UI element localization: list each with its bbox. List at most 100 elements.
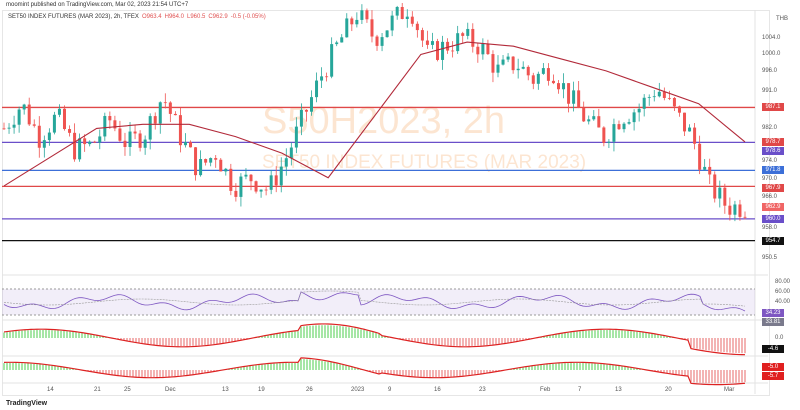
macd-histogram-line <box>3 323 746 356</box>
candle-body <box>269 175 273 190</box>
candle-body <box>526 66 530 76</box>
candle-body <box>57 108 61 115</box>
candle-body <box>47 132 51 141</box>
candle-body <box>683 112 687 132</box>
candle-body <box>370 19 374 37</box>
candle-body <box>551 80 555 84</box>
candle-body <box>612 124 616 142</box>
price-tick-label: 991.0 <box>762 88 778 95</box>
candle-body <box>708 166 712 175</box>
candle-body <box>430 41 434 45</box>
candle-body <box>698 143 702 170</box>
change-value: -0.5 (-0.05%) <box>230 14 266 20</box>
candle-body <box>688 127 692 132</box>
candle-body <box>335 42 339 45</box>
symbol-name: SET50 INDEX FUTURES (MAR 2023), 2h, TFEX <box>8 14 139 20</box>
candle-body <box>420 30 424 41</box>
candle-body <box>254 181 258 192</box>
candle-body <box>22 104 26 110</box>
candle-body <box>315 80 319 98</box>
candle-body <box>703 166 707 170</box>
currency-label: THB <box>776 16 788 22</box>
candle-body <box>647 96 651 98</box>
high-value: H964.0 <box>164 14 184 20</box>
candle-body <box>113 120 117 129</box>
candle-body <box>229 168 233 191</box>
candle-body <box>546 68 550 81</box>
candle-body <box>224 168 228 172</box>
candle-body <box>662 91 666 98</box>
candle-body <box>173 113 177 116</box>
oscillator-value-tag: -5.7 <box>762 372 784 380</box>
candle-body <box>78 138 82 160</box>
price-level-tag: 978.6 <box>762 146 784 155</box>
candle-body <box>642 97 646 109</box>
candle-body <box>602 127 606 143</box>
candle-body <box>521 66 525 69</box>
candle-body <box>743 216 747 218</box>
price-level-tag: 971.8 <box>762 166 784 175</box>
rsi-signal-line <box>3 290 746 307</box>
time-axis-label: 9 <box>388 387 392 393</box>
low-value: L960.5 <box>186 14 206 20</box>
candle-body <box>274 175 278 186</box>
candle-body <box>330 44 334 77</box>
candle-body <box>672 98 676 107</box>
price-tick-label: 958.0 <box>762 224 778 231</box>
candle-body <box>456 33 460 52</box>
candle-body <box>385 30 389 38</box>
candle-body <box>309 97 313 112</box>
candle-body <box>355 19 359 25</box>
candle-body <box>375 36 379 46</box>
price-level-tag: 967.9 <box>762 184 784 193</box>
candle-body <box>592 116 596 120</box>
candle-body <box>511 56 515 71</box>
symbol-legend: SET50 INDEX FUTURES (MAR 2023), 2h, TFEX… <box>8 14 266 20</box>
price-tick-label: 970.0 <box>762 176 778 183</box>
price-tick-label: 966.0 <box>762 194 778 201</box>
candle-body <box>279 166 283 186</box>
candle-body <box>37 125 41 148</box>
rsi-value-tag: 34.23 <box>762 309 784 317</box>
price-tick-label: 950.5 <box>762 254 778 261</box>
candle-body <box>657 91 661 97</box>
candle-body <box>284 158 288 167</box>
moving-average-line <box>3 41 746 187</box>
candle-body <box>506 56 510 60</box>
candle-body <box>380 37 384 46</box>
candle-body <box>118 128 122 141</box>
candle-body <box>637 108 641 113</box>
candle-body <box>471 28 475 47</box>
rsi-band <box>2 289 755 315</box>
candle-body <box>194 147 198 176</box>
macd-value-tag: -4.6 <box>762 345 784 353</box>
candle-body <box>289 147 293 159</box>
candle-body <box>123 140 127 148</box>
candle-body <box>32 124 36 126</box>
candle-body <box>27 104 31 125</box>
candle-body <box>632 112 636 123</box>
candle-body <box>400 6 404 19</box>
candle-body <box>214 158 218 160</box>
candle-body <box>733 204 737 215</box>
candle-body <box>98 136 102 143</box>
candle-body <box>617 124 621 130</box>
candle-body <box>713 174 717 199</box>
candle-body <box>461 33 465 36</box>
candle-body <box>189 142 193 148</box>
candle-body <box>103 116 107 137</box>
candle-body <box>728 205 732 215</box>
time-axis-label: 13 <box>615 387 622 393</box>
candle-body <box>577 90 581 108</box>
candle-body <box>143 139 147 148</box>
candle-body <box>108 116 112 121</box>
open-value: O963.4 <box>141 14 162 20</box>
time-axis-label: Mar <box>724 387 735 393</box>
candle-body <box>491 54 495 73</box>
candle-body <box>183 142 187 146</box>
candle-body <box>531 75 535 84</box>
candle-body <box>340 37 344 43</box>
candle-body <box>718 187 722 199</box>
time-axis-label: 14 <box>47 387 54 393</box>
